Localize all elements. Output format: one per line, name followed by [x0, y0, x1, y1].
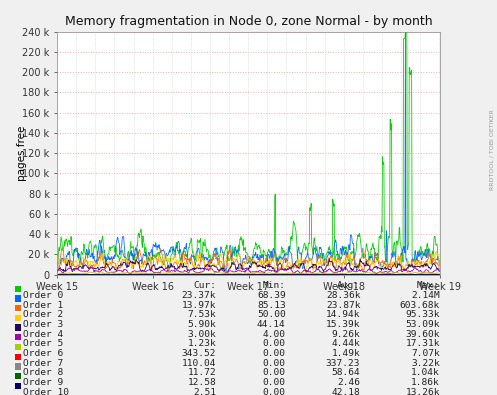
Text: 13.97k: 13.97k	[182, 301, 216, 310]
Text: 3.22k: 3.22k	[411, 359, 440, 368]
Text: 2.46: 2.46	[337, 378, 360, 387]
Text: 13.26k: 13.26k	[406, 388, 440, 395]
Text: RRDTOOL / TOBI OETIKER: RRDTOOL / TOBI OETIKER	[490, 110, 495, 190]
Text: 39.60k: 39.60k	[406, 329, 440, 339]
Text: 603.68k: 603.68k	[400, 301, 440, 310]
Text: 4.44k: 4.44k	[331, 339, 360, 348]
Text: 9.26k: 9.26k	[331, 329, 360, 339]
Text: 42.18: 42.18	[331, 388, 360, 395]
Text: 15.39k: 15.39k	[326, 320, 360, 329]
Text: Order 2: Order 2	[23, 310, 64, 319]
Text: 0.00: 0.00	[263, 378, 286, 387]
Text: 337.23: 337.23	[326, 359, 360, 368]
Text: 2.14M: 2.14M	[411, 291, 440, 300]
Text: Memory fragmentation in Node 0, zone Normal - by month: Memory fragmentation in Node 0, zone Nor…	[65, 15, 432, 28]
Text: 0.00: 0.00	[263, 349, 286, 358]
Text: 7.53k: 7.53k	[187, 310, 216, 319]
Text: Min:: Min:	[263, 281, 286, 290]
Text: 23.87k: 23.87k	[326, 301, 360, 310]
Text: 17.31k: 17.31k	[406, 339, 440, 348]
Text: 110.04: 110.04	[182, 359, 216, 368]
Text: Order 8: Order 8	[23, 368, 64, 377]
Text: 68.39: 68.39	[257, 291, 286, 300]
Text: 14.94k: 14.94k	[326, 310, 360, 319]
Text: 12.58: 12.58	[187, 378, 216, 387]
Text: 0.00: 0.00	[263, 339, 286, 348]
Text: 343.52: 343.52	[182, 349, 216, 358]
Text: Max:: Max:	[417, 281, 440, 290]
Text: Order 0: Order 0	[23, 291, 64, 300]
Text: Avg:: Avg:	[337, 281, 360, 290]
Text: 0.00: 0.00	[263, 359, 286, 368]
Text: 50.00: 50.00	[257, 310, 286, 319]
Text: 58.64: 58.64	[331, 368, 360, 377]
Text: Order 1: Order 1	[23, 301, 64, 310]
Text: 1.86k: 1.86k	[411, 378, 440, 387]
Text: 0.00: 0.00	[263, 368, 286, 377]
Text: Order 6: Order 6	[23, 349, 64, 358]
Text: Order 9: Order 9	[23, 378, 64, 387]
Text: 11.72: 11.72	[187, 368, 216, 377]
Text: Order 5: Order 5	[23, 339, 64, 348]
Text: 5.90k: 5.90k	[187, 320, 216, 329]
Text: 44.14: 44.14	[257, 320, 286, 329]
Text: Order 10: Order 10	[23, 388, 70, 395]
Text: Cur:: Cur:	[193, 281, 216, 290]
Text: 28.36k: 28.36k	[326, 291, 360, 300]
Text: 23.37k: 23.37k	[182, 291, 216, 300]
Text: 4.00: 4.00	[263, 329, 286, 339]
Text: Order 7: Order 7	[23, 359, 64, 368]
Text: 1.23k: 1.23k	[187, 339, 216, 348]
Text: 1.04k: 1.04k	[411, 368, 440, 377]
Text: 7.07k: 7.07k	[411, 349, 440, 358]
Text: Order 3: Order 3	[23, 320, 64, 329]
Text: Order 4: Order 4	[23, 329, 64, 339]
Text: 53.09k: 53.09k	[406, 320, 440, 329]
Text: 1.49k: 1.49k	[331, 349, 360, 358]
Text: 0.00: 0.00	[263, 388, 286, 395]
Y-axis label: pages free: pages free	[16, 125, 26, 181]
Text: 2.51: 2.51	[193, 388, 216, 395]
Text: 85.13: 85.13	[257, 301, 286, 310]
Text: 3.00k: 3.00k	[187, 329, 216, 339]
Text: 95.33k: 95.33k	[406, 310, 440, 319]
